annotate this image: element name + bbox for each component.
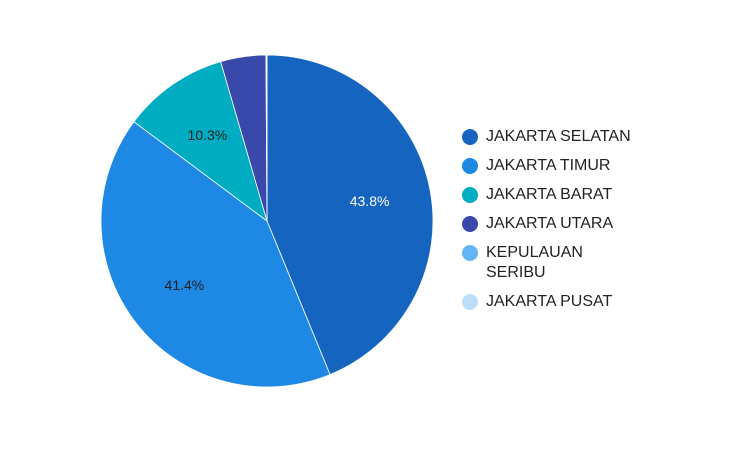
slice-label-jakarta-timur: 41.4% [165,277,205,293]
legend-swatch [462,294,478,310]
legend-swatch [462,245,478,261]
pie-slice-jakarta-barat [133,61,268,223]
legend-swatch [462,129,478,145]
legend-label: JAKARTA BARAT [486,186,613,203]
pie-slice-jakarta-selatan [266,54,434,376]
legend-label: JAKARTA SELATAN [486,128,631,145]
legend-item: JAKARTA UTARA [462,214,722,234]
legend-item: JAKARTA BARAT [462,185,722,205]
legend-label: JAKARTA TIMUR [486,157,611,174]
legend-label: JAKARTA PUSAT [486,293,613,310]
legend-item: JAKARTA SELATAN [462,127,722,147]
legend-label: KEPULAUAN SERIBU [486,244,583,281]
legend-swatch [462,158,478,174]
legend-item: KEPULAUAN SERIBU [462,243,722,283]
slice-label-jakarta-selatan: 43.8% [350,193,390,209]
chart-legend: JAKARTA SELATAN JAKARTA TIMUR JAKARTA BARA… [462,127,722,321]
slice-label-jakarta-barat: 10.3% [188,127,228,143]
legend-item: JAKARTA PUSAT [462,292,722,312]
pie-slice-jakarta-pusat [266,54,268,222]
pie-slice-labels: 43.8% 41.4% 10.3% [165,127,390,293]
pie-slice-jakarta-timur [100,121,331,388]
pie-slices [100,54,434,388]
legend-swatch [462,187,478,203]
legend-item: JAKARTA TIMUR [462,156,722,176]
legend-swatch [462,216,478,232]
legend-label: JAKARTA UTARA [486,215,614,232]
